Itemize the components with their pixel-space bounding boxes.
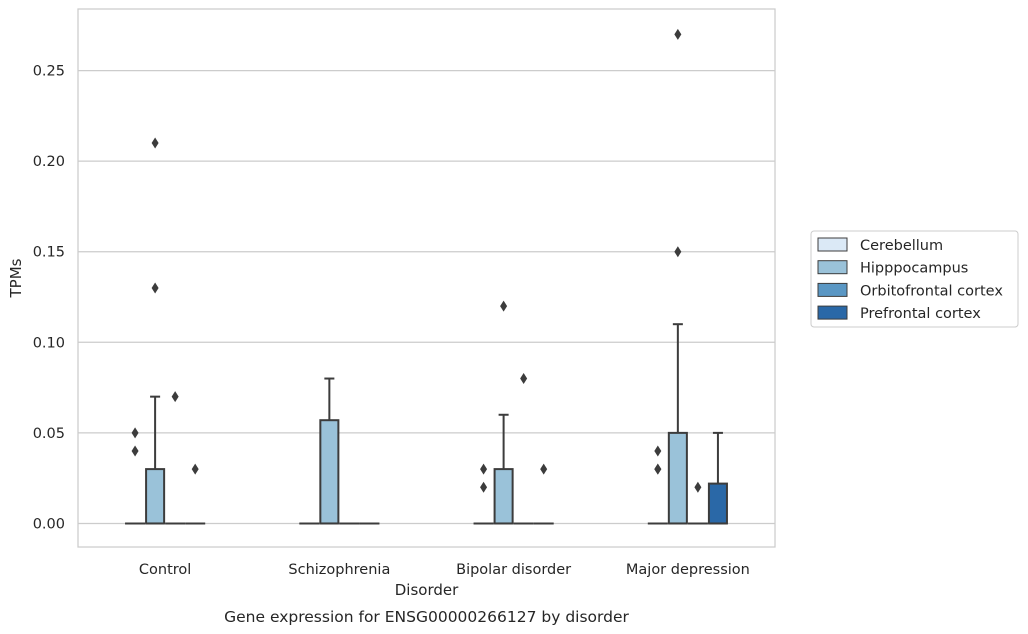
box-body bbox=[145, 468, 166, 525]
box-group bbox=[125, 427, 146, 525]
outlier-point bbox=[131, 427, 139, 439]
box-group bbox=[667, 28, 688, 525]
box-group bbox=[185, 463, 206, 525]
outlier-point bbox=[500, 300, 508, 312]
outlier-point bbox=[131, 445, 139, 457]
y-tick-label: 0.00 bbox=[33, 516, 65, 532]
outlier-point bbox=[480, 481, 488, 493]
x-tick-label: Control bbox=[139, 562, 191, 578]
x-tick-label: Bipolar disorder bbox=[456, 562, 571, 578]
outlier-point bbox=[674, 246, 682, 258]
y-tick-label: 0.20 bbox=[33, 154, 65, 170]
y-axis-ticks: 0.00 0.05 0.10 0.15 0.20 0.25 bbox=[33, 64, 65, 533]
x-tick-label: Schizophrenia bbox=[288, 562, 390, 578]
outlier-point bbox=[520, 373, 528, 385]
box-group bbox=[165, 391, 186, 525]
outlier-point bbox=[480, 463, 488, 475]
x-axis-ticks: Control Schizophrenia Bipolar disorder Majo… bbox=[139, 562, 750, 578]
box-body bbox=[667, 431, 688, 525]
outlier-point bbox=[540, 463, 548, 475]
y-tick-label: 0.15 bbox=[33, 245, 65, 261]
legend-label: Hipppocampus bbox=[860, 261, 968, 277]
y-tick-label: 0.05 bbox=[33, 426, 65, 442]
outlier-point bbox=[674, 28, 682, 40]
y-tick-label: 0.10 bbox=[33, 335, 65, 351]
box-group bbox=[533, 463, 554, 525]
box-group bbox=[513, 373, 534, 525]
box-group bbox=[647, 445, 668, 525]
outlier-point bbox=[654, 463, 662, 475]
box-body bbox=[319, 419, 340, 525]
legend-items: Cerebellum Hipppocampus Orbitofrontal cort… bbox=[817, 237, 1003, 322]
outlier-point bbox=[654, 445, 662, 457]
legend-swatch bbox=[817, 237, 848, 252]
box-body bbox=[707, 482, 728, 525]
box-group bbox=[319, 377, 340, 525]
box-group bbox=[493, 300, 514, 525]
box-body bbox=[493, 468, 514, 525]
y-axis-label: TPMs bbox=[7, 258, 25, 298]
x-tick-label: Major depression bbox=[626, 562, 750, 578]
legend: Cerebellum Hipppocampus Orbitofrontal cort… bbox=[810, 230, 1019, 328]
box-group bbox=[687, 481, 708, 525]
legend-swatch bbox=[817, 305, 848, 320]
outlier-point bbox=[151, 282, 159, 294]
box-group bbox=[145, 137, 166, 525]
box-group bbox=[473, 463, 494, 525]
legend-swatch bbox=[817, 282, 848, 297]
outlier-point bbox=[191, 463, 199, 475]
outlier-point bbox=[151, 137, 159, 149]
y-tick-label: 0.25 bbox=[33, 64, 65, 80]
plot-marks bbox=[125, 28, 728, 525]
legend-swatch bbox=[817, 260, 848, 275]
box-group bbox=[707, 431, 728, 525]
legend-label: Cerebellum bbox=[860, 238, 943, 254]
outlier-point bbox=[694, 481, 702, 493]
chart-caption: Gene expression for ENSG00000266127 by d… bbox=[224, 608, 629, 626]
legend-frame bbox=[810, 230, 1019, 328]
plot-area-frame bbox=[77, 8, 776, 548]
x-axis-label: Disorder bbox=[395, 581, 459, 599]
legend-label: Prefrontal cortex bbox=[860, 306, 981, 322]
outlier-point bbox=[171, 391, 179, 403]
legend-label: Orbitofrontal cortex bbox=[860, 283, 1003, 299]
